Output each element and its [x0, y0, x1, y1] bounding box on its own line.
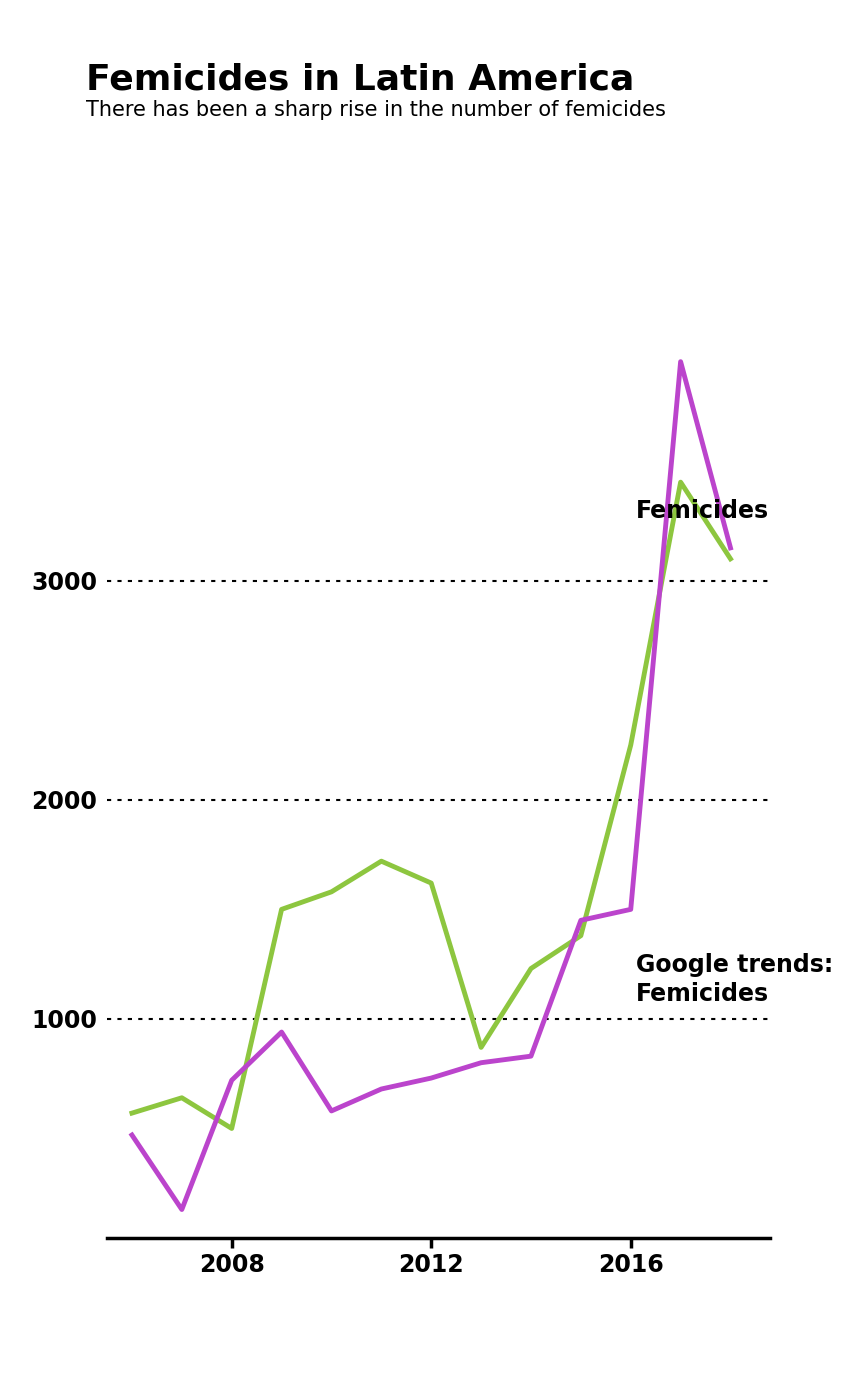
Text: There has been a sharp rise in the number of femicides: There has been a sharp rise in the numbe… [86, 100, 665, 120]
Text: Femicides in Latin America: Femicides in Latin America [86, 63, 634, 96]
Text: Femicides: Femicides [636, 498, 769, 523]
Text: Google trends:
Femicides: Google trends: Femicides [636, 953, 833, 1006]
